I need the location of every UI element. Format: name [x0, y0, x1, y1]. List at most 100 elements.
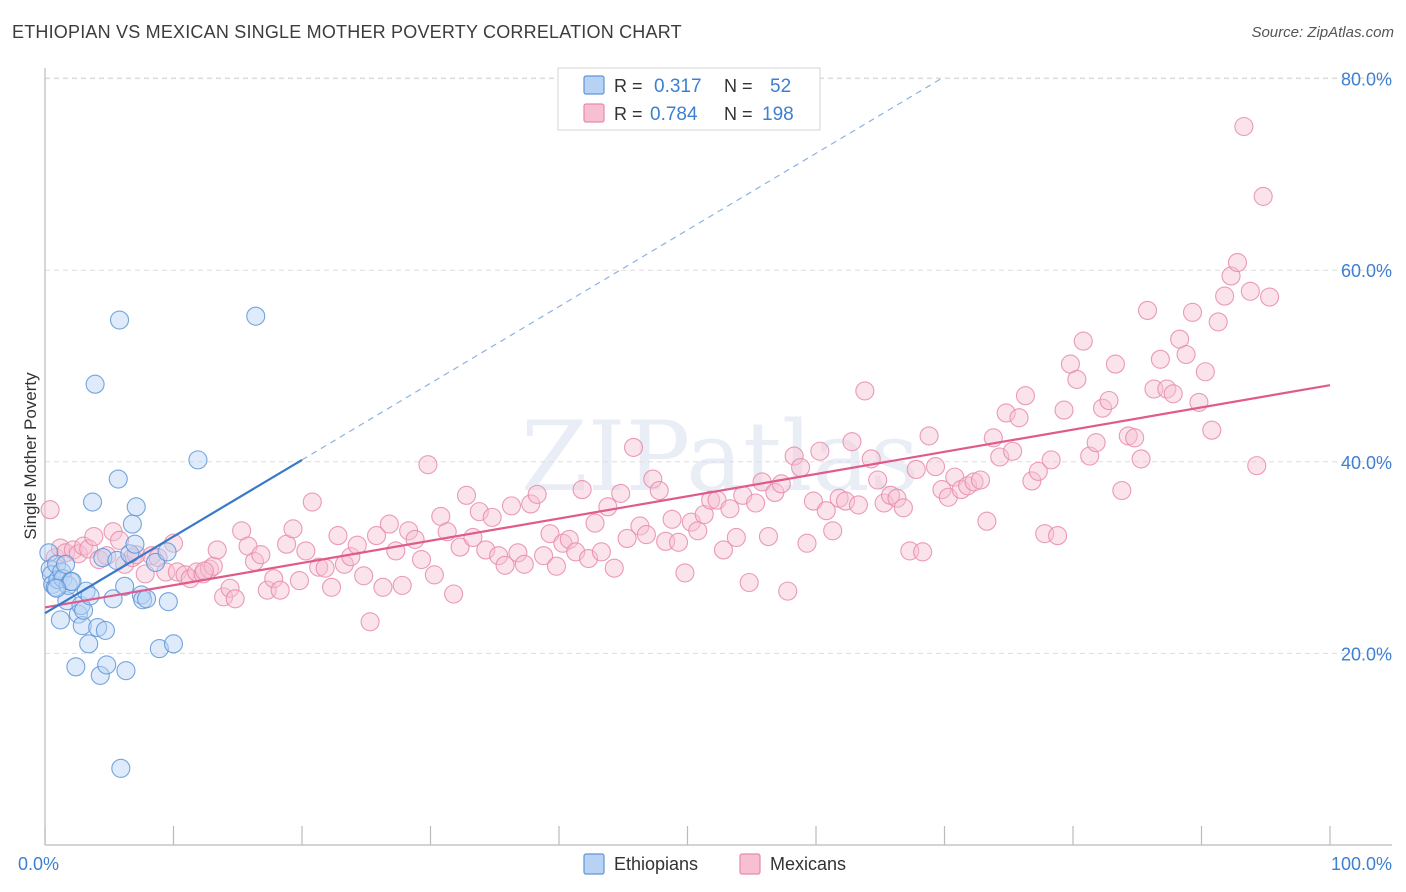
y-tick-label: 60.0%	[1341, 261, 1392, 281]
mexicans-point	[598, 497, 618, 517]
mexicans-point	[207, 540, 227, 560]
mexicans-point	[964, 472, 984, 492]
mexicans-point	[662, 509, 682, 529]
ethiopians-point	[163, 634, 184, 654]
mexicans-point	[836, 491, 856, 511]
mexicans-point	[469, 502, 489, 522]
mexicans-point	[251, 545, 271, 565]
mexicans-point	[1240, 281, 1260, 301]
mexicans-point	[842, 432, 862, 452]
legend-n-value-mexicans: 198	[762, 104, 794, 125]
mexicans-point	[289, 571, 309, 591]
mexicans-point	[1150, 349, 1170, 369]
legend-swatch-ethiopians	[583, 75, 605, 95]
mexicans-point	[1260, 287, 1280, 307]
mexicans-point	[534, 546, 554, 566]
mexicans-point	[636, 525, 656, 545]
trend-line-mexicans	[44, 384, 1331, 609]
mexicans-point	[482, 507, 502, 527]
mexicans-point	[264, 569, 284, 589]
mexicans-point	[893, 498, 913, 518]
mexicans-point	[977, 511, 997, 531]
mexicans-point	[1073, 331, 1093, 351]
ethiopians-point	[108, 469, 128, 489]
mexicans-point	[1048, 526, 1068, 546]
mexicans-point	[617, 528, 637, 548]
mexicans-point	[79, 539, 99, 559]
mexicans-point	[546, 556, 566, 576]
mexicans-point	[778, 581, 798, 601]
mexicans-point	[675, 563, 695, 583]
mexicans-point	[1195, 362, 1215, 382]
x-tick-label-max: 100.0%	[1331, 854, 1392, 874]
mexicans-point	[514, 554, 534, 574]
ethiopians-point	[122, 514, 142, 534]
mexicans-point	[392, 575, 412, 595]
mexicans-point	[771, 474, 791, 494]
mexicans-point	[296, 541, 316, 561]
mexicans-point	[913, 542, 933, 562]
chart-title: ETHIOPIAN VS MEXICAN SINGLE MOTHER POVER…	[12, 22, 682, 42]
mexicans-point	[1202, 420, 1222, 440]
mexicans-points	[40, 116, 1280, 632]
ethiopians-point	[97, 655, 117, 675]
mexicans-point	[156, 562, 176, 582]
mexicans-point	[868, 470, 888, 490]
mexicans-point	[270, 580, 290, 600]
mexicans-point	[527, 484, 547, 504]
chart-source: Source: ZipAtlas.com	[1251, 24, 1394, 41]
mexicans-point	[521, 494, 541, 514]
ethiopians-point	[95, 620, 115, 640]
y-axis-label: Single Mother Poverty	[21, 372, 40, 540]
watermark: ZIPatlas	[521, 401, 919, 513]
mexicans-point	[726, 527, 746, 548]
mexicans-point	[1176, 344, 1196, 365]
ethiopians-point	[88, 617, 108, 638]
ethiopians-point	[56, 554, 76, 574]
mexicans-point	[405, 529, 425, 549]
mexicans-point	[713, 540, 734, 560]
mexicans-point	[354, 566, 374, 586]
mexicans-point	[476, 540, 496, 560]
mexicans-point	[1041, 450, 1061, 470]
mexicans-point	[456, 485, 477, 505]
mexicans-point	[1247, 456, 1267, 476]
ethiopians-point	[93, 548, 113, 568]
mexicans-point	[1022, 471, 1042, 491]
ethiopians-point	[158, 592, 178, 612]
mexicans-point	[1208, 312, 1228, 332]
mexicans-point	[373, 577, 393, 597]
mexicans-point	[1099, 390, 1119, 411]
mexicans-point	[1112, 480, 1132, 501]
mexicans-point	[1227, 252, 1248, 273]
mexicans-point	[84, 526, 104, 547]
mexicans-point	[1137, 300, 1158, 320]
ethiopians-point	[125, 534, 145, 554]
mexicans-point	[508, 543, 528, 563]
x-tick-label-min: 0.0%	[18, 854, 59, 874]
ethiopians-point	[47, 578, 67, 598]
mexicans-point	[1163, 384, 1183, 404]
mexicans-point	[688, 521, 708, 541]
mexicans-point	[668, 532, 689, 552]
legend-r-label: R =	[614, 76, 643, 96]
mexicans-point	[1131, 449, 1151, 469]
mexicans-point	[1086, 433, 1106, 453]
y-tick-label: 20.0%	[1341, 644, 1392, 664]
mexicans-point	[649, 480, 669, 501]
mexicans-point	[919, 426, 939, 446]
series-legend: Ethiopians Mexicans	[583, 853, 846, 875]
mexicans-point	[1215, 286, 1235, 306]
legend-r-value-ethiopians: 0.317	[654, 76, 702, 97]
mexicans-point	[444, 584, 464, 604]
ethiopians-point	[90, 665, 110, 685]
mexicans-point	[418, 455, 438, 475]
mexicans-point	[848, 495, 868, 515]
mexicans-point	[623, 437, 644, 457]
ethiopians-point	[157, 542, 177, 562]
mexicans-point	[1054, 400, 1074, 420]
ethiopians-point	[126, 497, 146, 517]
mexicans-point	[1067, 369, 1087, 389]
mexicans-point	[604, 558, 624, 578]
mexicans-point	[906, 459, 926, 480]
